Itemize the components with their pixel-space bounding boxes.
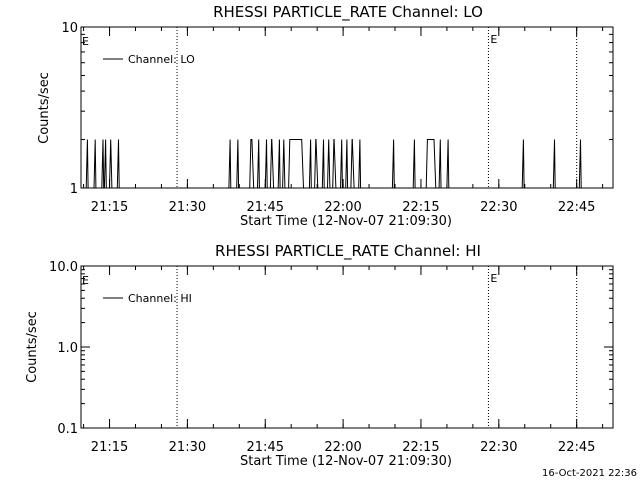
- x-tick-label-lo: 21:45: [247, 200, 284, 215]
- panel-lo: RHESSI PARTICLE_RATE Channel: LO 1 10 21:…: [37, 3, 614, 229]
- event-markers-lo: EE: [82, 27, 578, 188]
- x-tick-label-hi: 22:00: [324, 440, 361, 455]
- chart-title-lo: RHESSI PARTICLE_RATE Channel: LO: [213, 3, 483, 22]
- x-axis-lo: 21:15 21:30 21:45 22:00 22:15 22:30 22:45: [83, 27, 604, 215]
- edge-marker-label-lo: E: [82, 35, 89, 48]
- y-tick-label-hi: 1.0: [57, 341, 78, 356]
- x-tick-label-hi: 22:45: [558, 440, 595, 455]
- plot-frame-hi: [80, 265, 614, 429]
- legend-label-hi: Channel: HI: [128, 292, 192, 305]
- y-tick-label-lo: 1: [70, 182, 78, 197]
- y-tick-label-hi: 10.0: [49, 260, 78, 275]
- legend-lo: Channel: LO: [103, 53, 195, 66]
- series-line-lo: [85, 139, 582, 189]
- x-tick-label-lo: 21:30: [169, 200, 206, 215]
- y-axis-label-lo: Counts/sec: [37, 72, 52, 144]
- event-marker-label-lo: E: [490, 33, 497, 46]
- x-tick-label-hi: 22:15: [402, 440, 439, 455]
- event-markers-hi: EE: [82, 266, 578, 428]
- y-axis-label-hi: Counts/sec: [25, 311, 40, 383]
- edge-marker-label-hi: E: [82, 274, 89, 287]
- panel-hi: RHESSI PARTICLE_RATE Channel: HI 0.1 1.0 1…: [25, 242, 614, 469]
- x-tick-label-lo: 22:00: [324, 200, 361, 215]
- x-tick-label-lo: 22:15: [402, 200, 439, 215]
- y-axis-lo: 1 10: [61, 21, 613, 197]
- plot-frame-lo: [80, 26, 614, 189]
- legend-label-lo: Channel: LO: [128, 53, 195, 66]
- legend-hi: Channel: HI: [103, 292, 192, 305]
- y-tick-label-hi: 0.1: [57, 422, 78, 437]
- x-tick-label-lo: 22:30: [480, 200, 517, 215]
- x-tick-label-lo: 22:45: [558, 200, 595, 215]
- x-axis-hi: 21:15 21:30 21:45 22:00 22:15 22:30 22:45: [83, 266, 604, 455]
- x-axis-label-hi: Start Time (12-Nov-07 21:09:30): [240, 454, 452, 469]
- chart-title-hi: RHESSI PARTICLE_RATE Channel: HI: [215, 242, 481, 261]
- footer-timestamp: 16-Oct-2021 22:36: [542, 468, 637, 479]
- x-tick-label-hi: 21:15: [91, 440, 128, 455]
- y-axis-hi: 0.1 1.0 10.0: [49, 260, 613, 437]
- x-tick-label-hi: 21:45: [247, 440, 284, 455]
- x-axis-label-lo: Start Time (12-Nov-07 21:09:30): [240, 214, 452, 229]
- x-tick-label-hi: 21:30: [169, 440, 206, 455]
- x-tick-label-lo: 21:15: [91, 200, 128, 215]
- y-tick-label-lo: 10: [61, 21, 78, 36]
- event-marker-label-hi: E: [490, 272, 497, 285]
- x-tick-label-hi: 22:30: [480, 440, 517, 455]
